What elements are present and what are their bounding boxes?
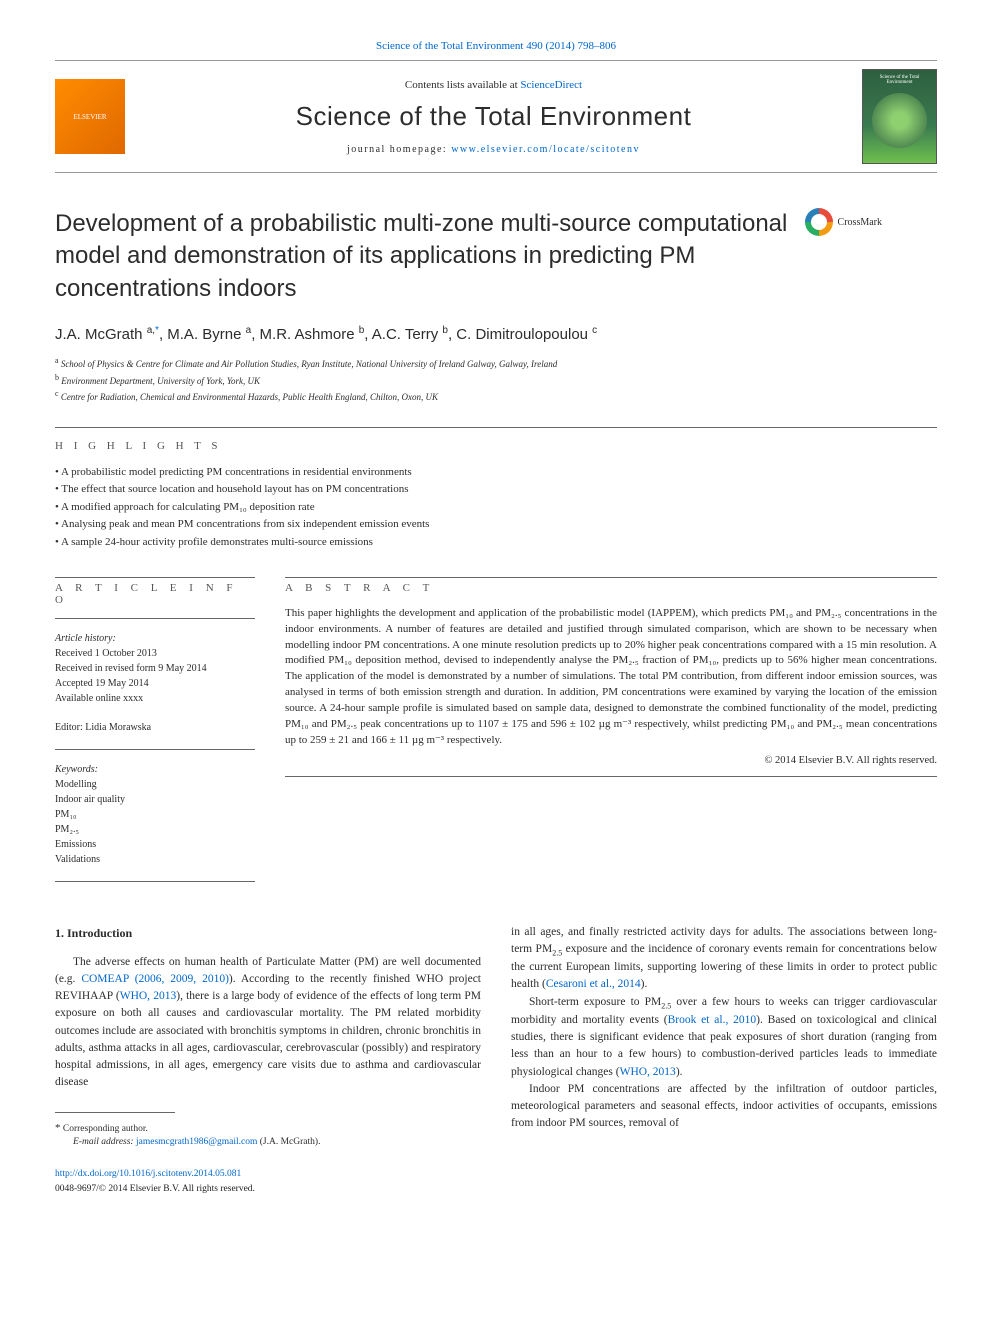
abstract-column: A B S T R A C T This paper highlights th… (285, 577, 937, 894)
homepage-prefix: journal homepage: (347, 144, 451, 155)
keyword: PM₂.₅ (55, 822, 255, 837)
history-item: Received in revised form 9 May 2014 (55, 661, 255, 676)
email-suffix: (J.A. McGrath). (260, 1137, 321, 1147)
page-container: Science of the Total Environment 490 (20… (0, 0, 992, 1226)
keywords-label: Keywords: (55, 762, 255, 777)
body-paragraph: The adverse effects on human health of P… (55, 954, 481, 1092)
highlight-item: • A probabilistic model predicting PM co… (55, 464, 937, 482)
keyword: Validations (55, 852, 255, 867)
cover-title: Science of the Total Environment (868, 75, 931, 85)
issn-line: 0048-9697/© 2014 Elsevier B.V. All right… (55, 1182, 481, 1196)
body-paragraph: Short-term exposure to PM2.5 over a few … (511, 994, 937, 1081)
citation-link[interactable]: WHO, 2013 (120, 990, 177, 1002)
body-column-left: 1. Introduction The adverse effects on h… (55, 924, 481, 1196)
journal-cover-thumbnail: Science of the Total Environment (862, 69, 937, 164)
highlights-label: H I G H L I G H T S (55, 440, 937, 452)
abstract-label: A B S T R A C T (285, 577, 937, 594)
history-item: Received 1 October 2013 (55, 646, 255, 661)
homepage-url[interactable]: www.elsevier.com/locate/scitotenv (451, 144, 640, 155)
divider (55, 427, 937, 428)
keyword: PM₁₀ (55, 807, 255, 822)
divider (55, 618, 255, 619)
doi-block: http://dx.doi.org/10.1016/j.scitotenv.20… (55, 1167, 481, 1196)
keywords-block: Keywords: Modelling Indoor air quality P… (55, 762, 255, 867)
elsevier-logo: ELSEVIER (55, 79, 125, 154)
top-citation-link[interactable]: Science of the Total Environment 490 (20… (55, 40, 937, 52)
history-label: Article history: (55, 631, 255, 646)
divider (285, 776, 937, 777)
crossmark-icon (805, 208, 833, 236)
journal-name: Science of the Total Environment (145, 101, 842, 132)
citation-link[interactable]: COMEAP (2006, 2009, 2010) (81, 973, 229, 985)
sciencedirect-link[interactable]: ScienceDirect (520, 79, 582, 91)
cover-image (872, 93, 927, 148)
title-row: Development of a probabilistic multi-zon… (55, 208, 937, 325)
body-paragraph: Indoor PM concentrations are affected by… (511, 1081, 937, 1133)
journal-header: ELSEVIER Contents lists available at Sci… (55, 60, 937, 173)
highlight-item: • Analysing peak and mean PM concentrati… (55, 516, 937, 534)
citation-link[interactable]: WHO, 2013 (620, 1066, 676, 1078)
highlight-item: • The effect that source location and ho… (55, 481, 937, 499)
citation-link[interactable]: Brook et al., 2010 (668, 1014, 757, 1026)
body-paragraph: in all ages, and finally restricted acti… (511, 924, 937, 994)
divider (55, 749, 255, 750)
keyword: Emissions (55, 837, 255, 852)
body-column-right: in all ages, and finally restricted acti… (511, 924, 937, 1196)
affiliation-a: a School of Physics & Centre for Climate… (55, 355, 937, 372)
authors-line: J.A. McGrath a,*, M.A. Byrne a, M.R. Ash… (55, 325, 937, 343)
editor-block: Editor: Lidia Morawska (55, 720, 255, 735)
article-title: Development of a probabilistic multi-zon… (55, 208, 835, 305)
info-abstract-row: A R T I C L E I N F O Article history: R… (55, 577, 937, 894)
article-info-label: A R T I C L E I N F O (55, 577, 255, 606)
homepage-line: journal homepage: www.elsevier.com/locat… (145, 144, 842, 155)
affiliation-b: b Environment Department, University of … (55, 372, 937, 389)
highlight-item: • A sample 24-hour activity profile demo… (55, 534, 937, 552)
article-history-block: Article history: Received 1 October 2013… (55, 631, 255, 706)
corresponding-author-label: Corresponding author. (63, 1124, 148, 1134)
affiliation-c: c Centre for Radiation, Chemical and Env… (55, 388, 937, 405)
abstract-text: This paper highlights the development an… (285, 606, 937, 749)
contents-prefix: Contents lists available at (405, 79, 520, 91)
divider (55, 881, 255, 882)
body-columns: 1. Introduction The adverse effects on h… (55, 924, 937, 1196)
highlight-item: • A modified approach for calculating PM… (55, 499, 937, 517)
email-label: E-mail address: (73, 1137, 134, 1147)
crossmark-badge[interactable]: CrossMark (805, 208, 882, 236)
citation-link[interactable]: Cesaroni et al., 2014 (546, 978, 641, 990)
header-center: Contents lists available at ScienceDirec… (145, 79, 842, 155)
article-info-column: A R T I C L E I N F O Article history: R… (55, 577, 255, 894)
highlights-list: • A probabilistic model predicting PM co… (55, 464, 937, 552)
abstract-copyright: © 2014 Elsevier B.V. All rights reserved… (285, 755, 937, 766)
footnote-block: * Corresponding author. E-mail address: … (55, 1121, 481, 1150)
footnote-divider (55, 1112, 175, 1113)
history-item: Available online xxxx (55, 691, 255, 706)
section-heading: 1. Introduction (55, 924, 481, 942)
keyword: Indoor air quality (55, 792, 255, 807)
keyword: Modelling (55, 777, 255, 792)
crossmark-label: CrossMark (838, 217, 882, 228)
star-icon: * (55, 1122, 61, 1134)
doi-link[interactable]: http://dx.doi.org/10.1016/j.scitotenv.20… (55, 1167, 481, 1181)
history-item: Accepted 19 May 2014 (55, 676, 255, 691)
affiliations-block: a School of Physics & Centre for Climate… (55, 355, 937, 405)
email-link[interactable]: jamesmcgrath1986@gmail.com (136, 1137, 257, 1147)
contents-line: Contents lists available at ScienceDirec… (145, 79, 842, 91)
